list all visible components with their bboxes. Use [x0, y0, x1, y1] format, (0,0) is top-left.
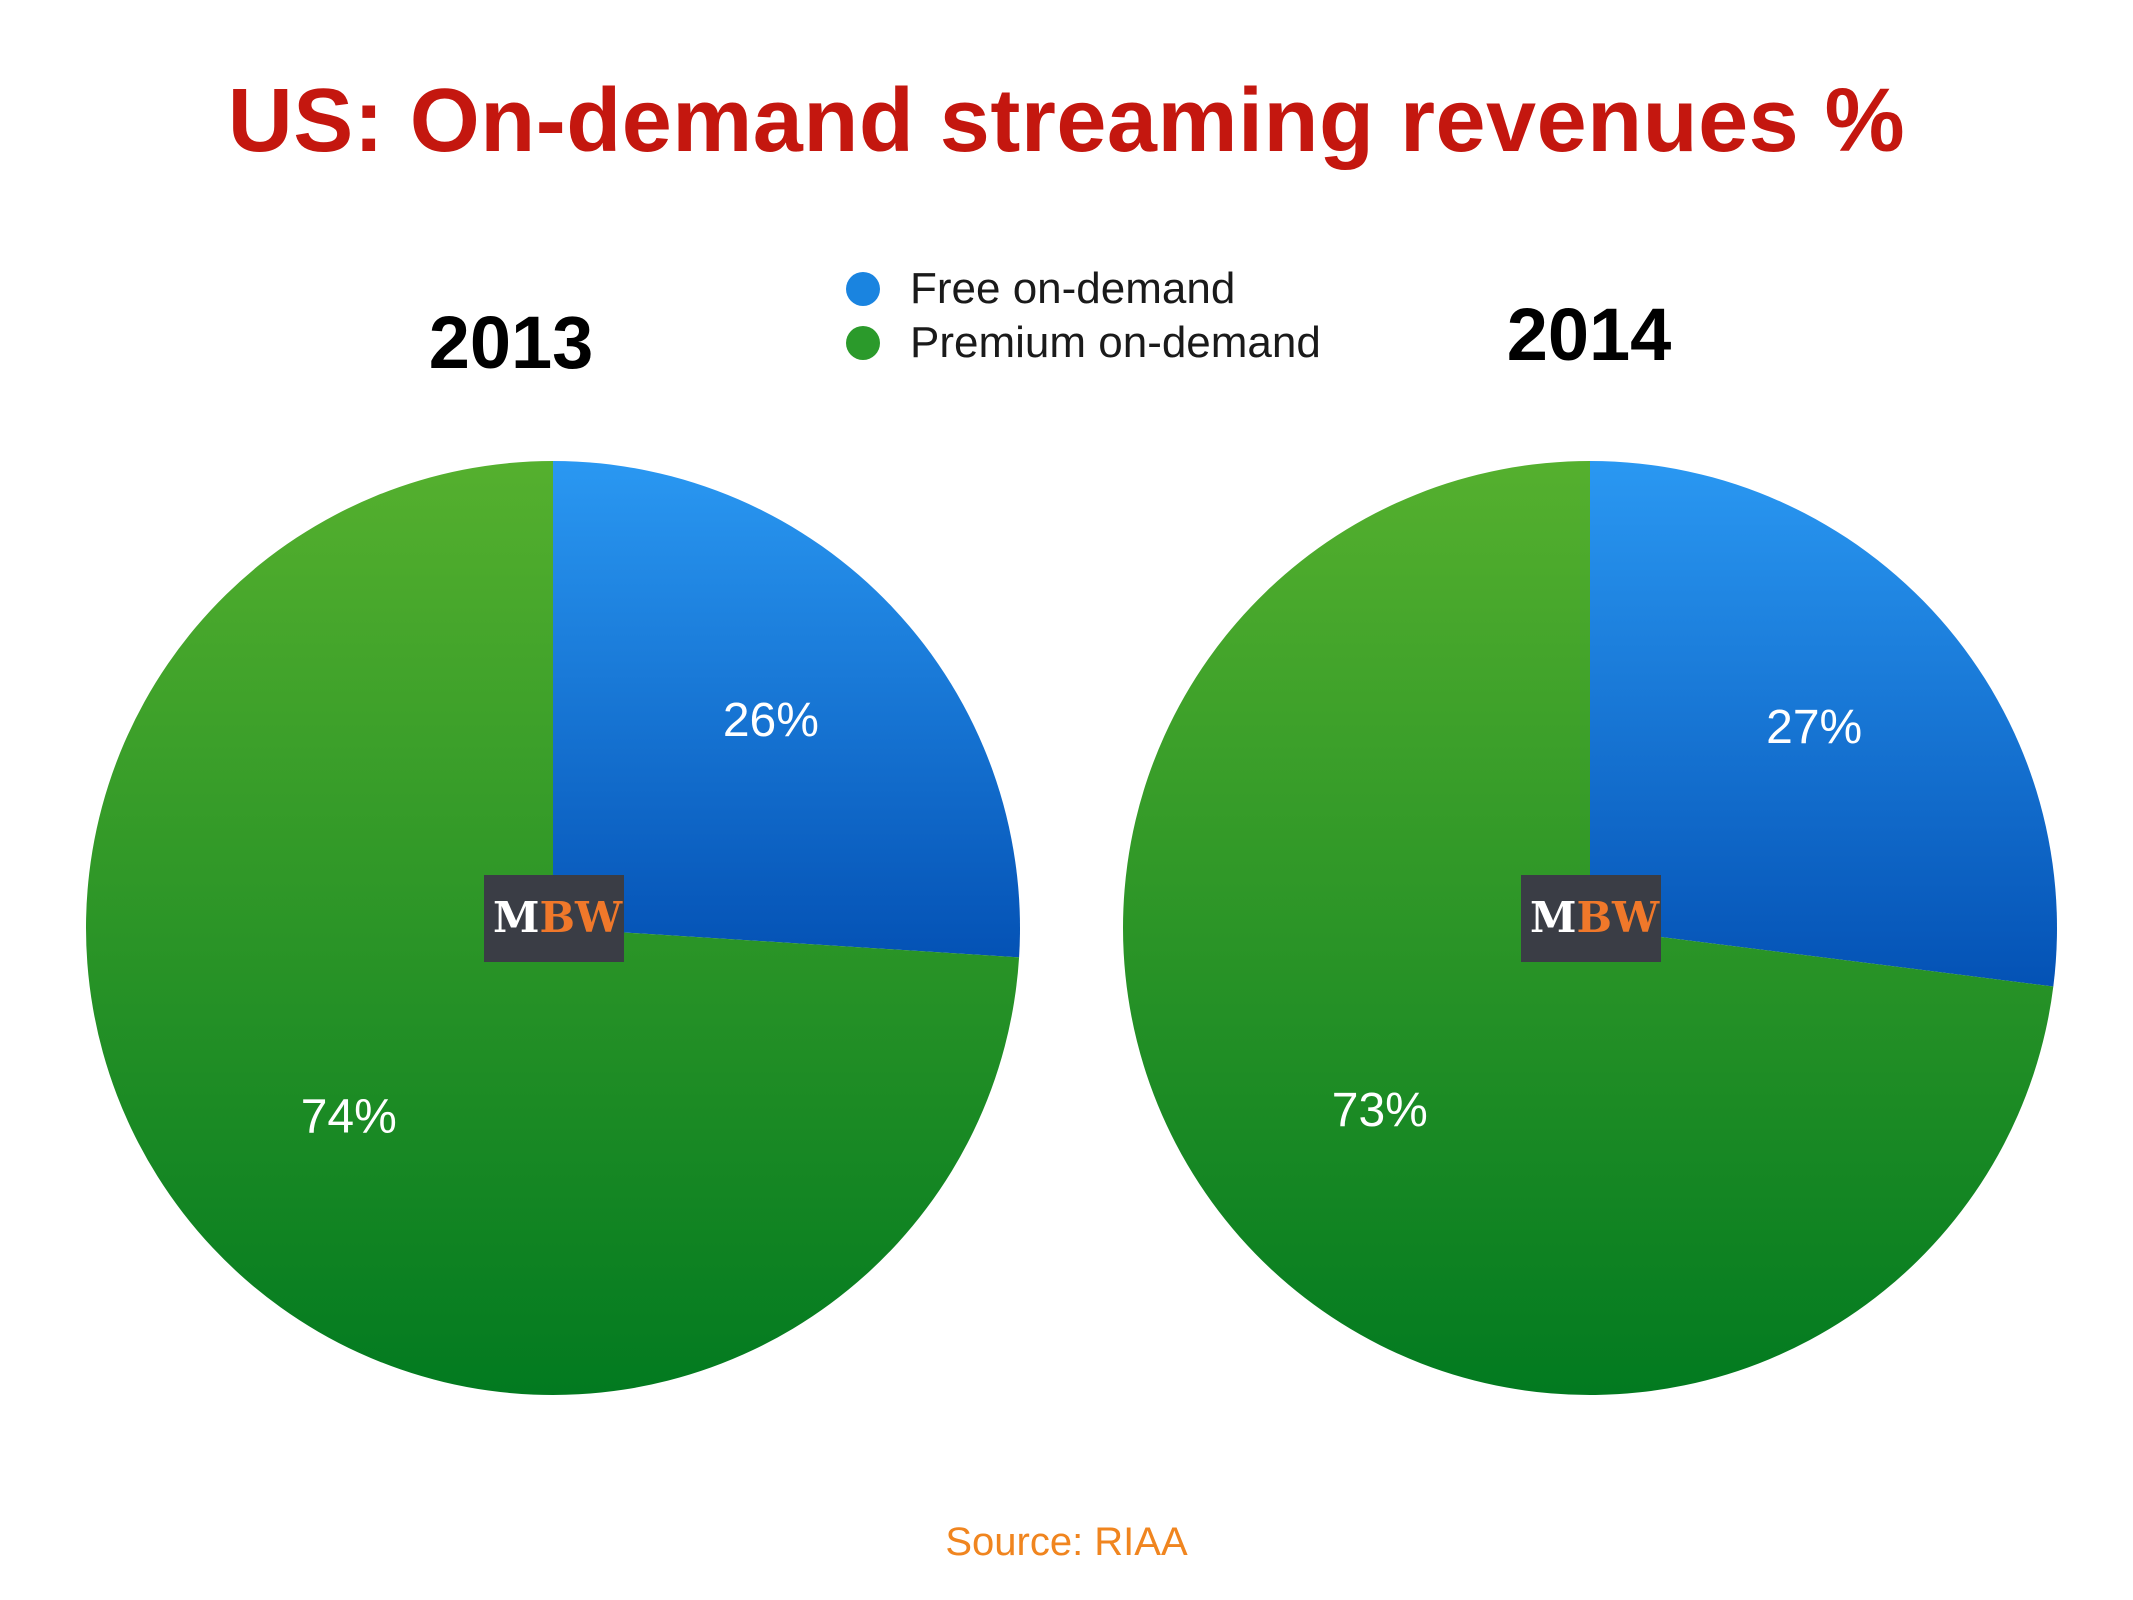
legend-item-premium: Premium on-demand: [846, 316, 1321, 370]
legend-label-free: Free on-demand: [910, 264, 1236, 313]
legend: Free on-demand Premium on-demand: [846, 262, 1321, 370]
legend-label-premium: Premium on-demand: [910, 318, 1321, 367]
mbw-logo: MBW: [1521, 875, 1661, 962]
pie-slice-2014-free-on-demand: [1590, 461, 2057, 987]
legend-swatch-premium: [846, 326, 880, 360]
pie-slice-2013-free-on-demand: [553, 461, 1020, 958]
page-title: US: On-demand streaming revenues %: [227, 71, 1906, 171]
slice-label-2013-premium-on-demand: 74%: [301, 1090, 397, 1143]
slice-label-2014-premium-on-demand: 73%: [1332, 1084, 1428, 1137]
svg-text:MBW: MBW: [493, 893, 623, 942]
legend-item-free: Free on-demand: [846, 262, 1321, 316]
legend-swatch-free: [846, 272, 880, 306]
svg-text:MBW: MBW: [1530, 893, 1660, 942]
slice-label-2014-free-on-demand: 27%: [1766, 701, 1862, 754]
pie-2013: 26% 74% MBW: [85, 461, 1020, 1396]
source-note: Source: RIAA: [945, 1520, 1188, 1564]
chart-title-2014: 2014: [1506, 293, 1672, 376]
mbw-logo: MBW: [484, 875, 624, 962]
chart-title-2013: 2013: [428, 301, 594, 384]
slice-label-2013-free-on-demand: 26%: [723, 694, 819, 747]
pie-2014: 27% 73% MBW: [1123, 461, 2057, 1395]
